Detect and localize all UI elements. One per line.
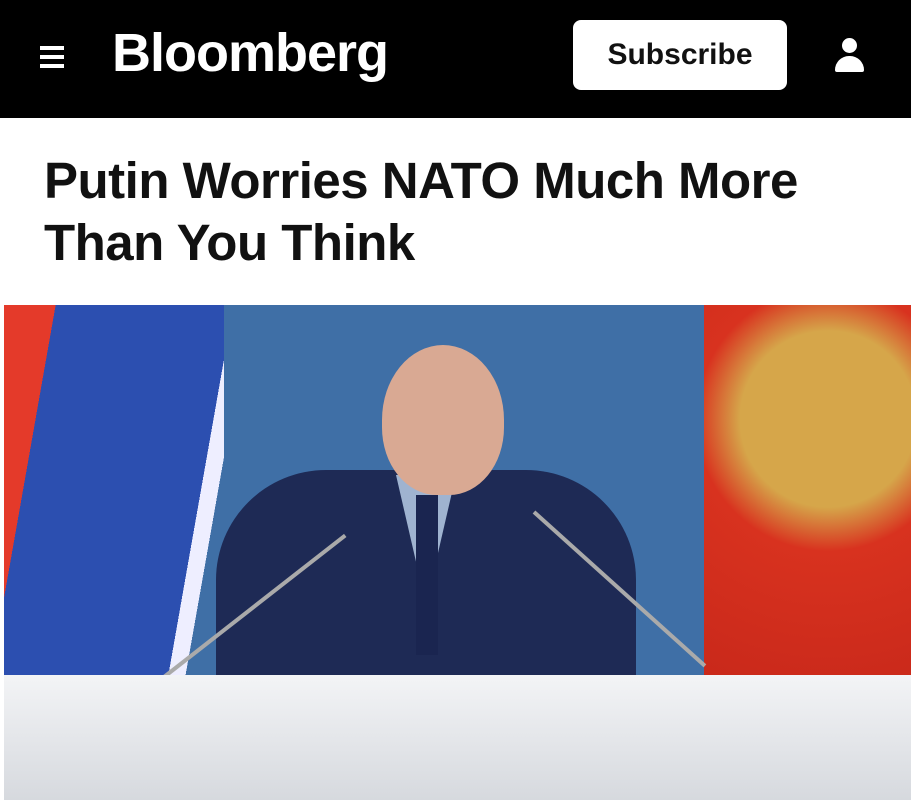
subscribe-button[interactable]: Subscribe <box>573 20 787 90</box>
desk <box>4 675 911 800</box>
article-hero-image <box>4 305 911 800</box>
top-bar: Bloomberg Subscribe <box>0 0 911 118</box>
tie <box>416 495 438 655</box>
bloomberg-logo[interactable]: Bloomberg <box>112 23 389 83</box>
russian-flag-left <box>4 305 224 685</box>
russian-flag-right <box>704 305 911 685</box>
hamburger-icon[interactable] <box>40 44 66 70</box>
person-head <box>382 345 504 495</box>
article-headline: Putin Worries NATO Much More Than You Th… <box>44 152 798 271</box>
user-icon[interactable] <box>833 38 865 74</box>
